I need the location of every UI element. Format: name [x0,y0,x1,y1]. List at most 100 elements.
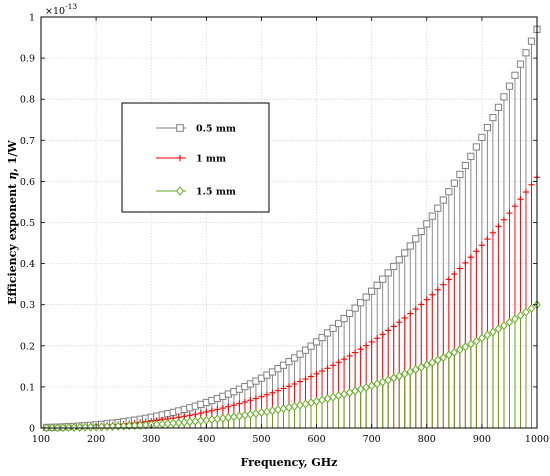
data-point-diamond [208,415,216,424]
data-point-diamond [356,384,365,394]
data-point-plus [517,196,524,203]
data-point-diamond [378,377,387,387]
data-point-diamond [505,317,514,327]
data-point-plus [318,367,326,375]
x-tick-label: 900 [473,434,491,445]
data-point-diamond [516,310,525,320]
data-point-diamond [384,375,392,385]
data-point-diamond [279,404,288,414]
x-tick-label: 400 [197,434,215,445]
data-point-plus [324,365,331,372]
data-point-diamond [263,407,271,417]
data-point-plus [247,397,254,404]
data-point-square [511,71,519,79]
data-point-square [384,269,392,277]
legend: 0.5 mm 1 mm 1.5 mm [121,102,270,213]
data-point-square [489,113,497,122]
data-point-diamond [103,422,111,432]
data-point-diamond [230,412,238,422]
data-point-plus [263,391,271,398]
data-point-square [340,314,348,323]
data-point-diamond [428,357,437,367]
y-tick-label: 0.2 [20,341,35,352]
y-axis-label: Efficiency exponent η, 1/W [6,140,19,305]
data-point-diamond [274,405,282,415]
data-point-diamond [367,381,376,391]
data-point-plus [219,404,226,412]
data-point-diamond [395,371,403,381]
data-point-diamond [334,391,343,401]
data-point-diamond [70,423,78,432]
x-tick-label: 200 [87,434,105,445]
data-point-square [357,299,365,307]
legend-label: 0.5 mm [196,124,236,135]
data-point-plus [192,411,199,418]
legend-label: 1.5 mm [196,187,236,198]
data-point-plus [495,223,502,230]
data-point-square [346,309,354,317]
data-point-plus [440,281,447,288]
y-tick-label: 0.1 [20,382,35,393]
data-point-plus [291,380,298,388]
data-point-diamond [406,367,414,377]
data-point-plus [522,188,530,196]
y-multiplier-label: ×10-13 [45,2,77,17]
data-point-diamond [461,342,470,352]
x-tick-label: 600 [307,434,325,445]
data-point-diamond [511,314,519,324]
data-point-plus [274,387,282,394]
data-point-square [505,82,514,90]
data-point-diamond [329,392,337,402]
data-point-plus [473,248,480,255]
data-point-plus [528,181,535,188]
data-point-diamond [340,389,348,399]
data-point-diamond [268,406,277,416]
data-point-diamond [400,369,409,379]
data-point-square [439,196,447,204]
data-point-plus [357,346,364,353]
data-point-plus [484,235,491,243]
y-tick-label: 0.8 [20,95,35,106]
data-point-diamond [445,350,453,360]
data-point-plus [445,276,452,283]
data-point-diamond [483,330,492,340]
data-point-plus [511,203,519,210]
data-point-plus [451,270,458,278]
data-point-plus [236,400,243,407]
data-point-diamond [417,362,426,372]
data-point-square [467,152,475,160]
data-point-diamond [235,411,244,421]
data-point-square [329,324,337,332]
data-point-diamond [219,413,227,423]
data-point-diamond [389,373,398,383]
data-point-square [417,227,425,236]
y-tick-label: 0.7 [20,136,35,147]
data-point-diamond [97,422,106,432]
data-point-plus [363,342,370,349]
data-point-square [368,287,376,295]
x-axis-label: Frequency, GHz [241,456,338,469]
data-point-diamond [81,422,89,432]
data-point-plus [423,296,430,303]
legend-label: 1 mm [196,154,226,165]
data-point-plus [434,286,441,293]
data-point-square [176,124,184,132]
data-point-plus [506,209,513,217]
data-point-plus [241,398,249,406]
data-point-plus [176,154,184,162]
data-point-diamond [285,403,293,412]
data-point-square [483,123,491,132]
data-point-plus [252,395,260,402]
data-point-plus [341,356,348,363]
legend-item: 1.5 mm [156,186,236,198]
data-point-square [445,188,453,196]
data-point-square [379,275,387,283]
data-point-square [290,354,299,362]
data-point-diamond [257,408,266,418]
data-point-diamond [213,414,222,424]
y-tick-label: 0.5 [20,218,35,229]
legend-box [121,102,270,213]
data-point-plus [456,265,463,272]
data-point-plus [478,242,485,249]
